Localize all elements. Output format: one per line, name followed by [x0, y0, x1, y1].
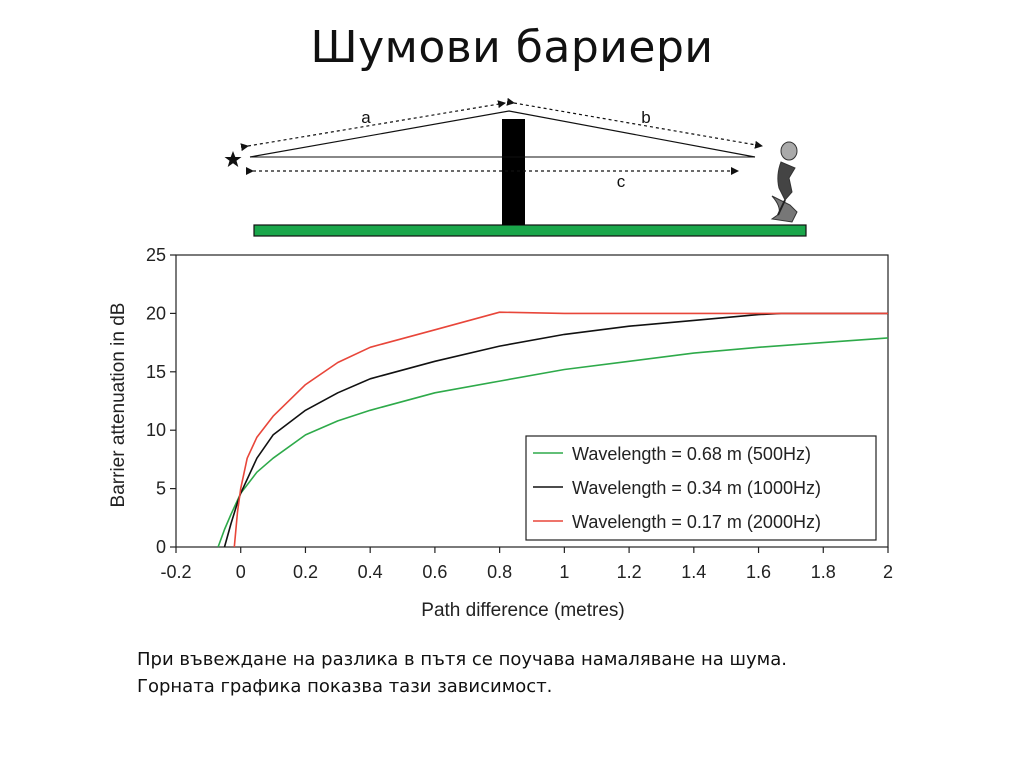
slide-title: Шумови бариери	[310, 22, 714, 73]
person-icon	[770, 141, 798, 223]
x-axis-label: Path difference (metres)	[421, 600, 624, 621]
y-axis-label: Barrier attenuation in dB	[108, 303, 129, 508]
x-tick-label: 0.6	[422, 562, 447, 582]
y-tick-label: 15	[146, 362, 166, 382]
x-tick-label: 0.8	[487, 562, 512, 582]
caption-line-1: При въвеждане на разлика в пътя се поуча…	[137, 649, 787, 670]
x-tick-label: 0.2	[293, 562, 318, 582]
caption-line-2: Горната графика показва тази зависимост.	[137, 676, 553, 697]
label-c: c	[617, 172, 626, 191]
legend-label-2: Wavelength = 0.34 m (1000Hz)	[572, 478, 821, 498]
barrier-diagram: a b c	[224, 97, 807, 237]
caption: При въвеждане на разлика в пътя се поуча…	[137, 646, 787, 700]
arrow-a	[240, 100, 506, 152]
x-tick-label: -0.2	[160, 562, 191, 582]
x-tick-label: 0	[236, 562, 246, 582]
x-tick-label: 1.2	[617, 562, 642, 582]
barrier-wall	[502, 119, 525, 225]
y-tick-label: 10	[146, 420, 166, 440]
attenuation-chart: -0.2 0 0.2 0.4 0.6 0.8 1 1.2 1.4 1.6 1.8 2 0 5 10 15 20…	[108, 245, 893, 621]
y-tick-label: 0	[156, 537, 166, 557]
y-tick-label: 25	[146, 245, 166, 265]
arrow-b	[506, 97, 763, 149]
x-tick-label: 1.6	[746, 562, 771, 582]
ground-strip	[253, 224, 807, 237]
x-tick-label: 2	[883, 562, 893, 582]
x-tick-label: 1.4	[681, 562, 706, 582]
legend-label-1: Wavelength = 0.68 m (500Hz)	[572, 444, 811, 464]
x-tick-label: 0.4	[358, 562, 383, 582]
series-line-3	[233, 311, 888, 548]
y-tick-label: 20	[146, 303, 166, 323]
legend-label-3: Wavelength = 0.17 m (2000Hz)	[572, 512, 821, 532]
label-b: b	[641, 108, 650, 127]
x-tick-label: 1	[559, 562, 569, 582]
label-a: a	[361, 108, 371, 127]
legend-box	[525, 435, 877, 541]
y-tick-label: 5	[156, 479, 166, 499]
star-icon	[224, 151, 242, 167]
x-tick-label: 1.8	[811, 562, 836, 582]
